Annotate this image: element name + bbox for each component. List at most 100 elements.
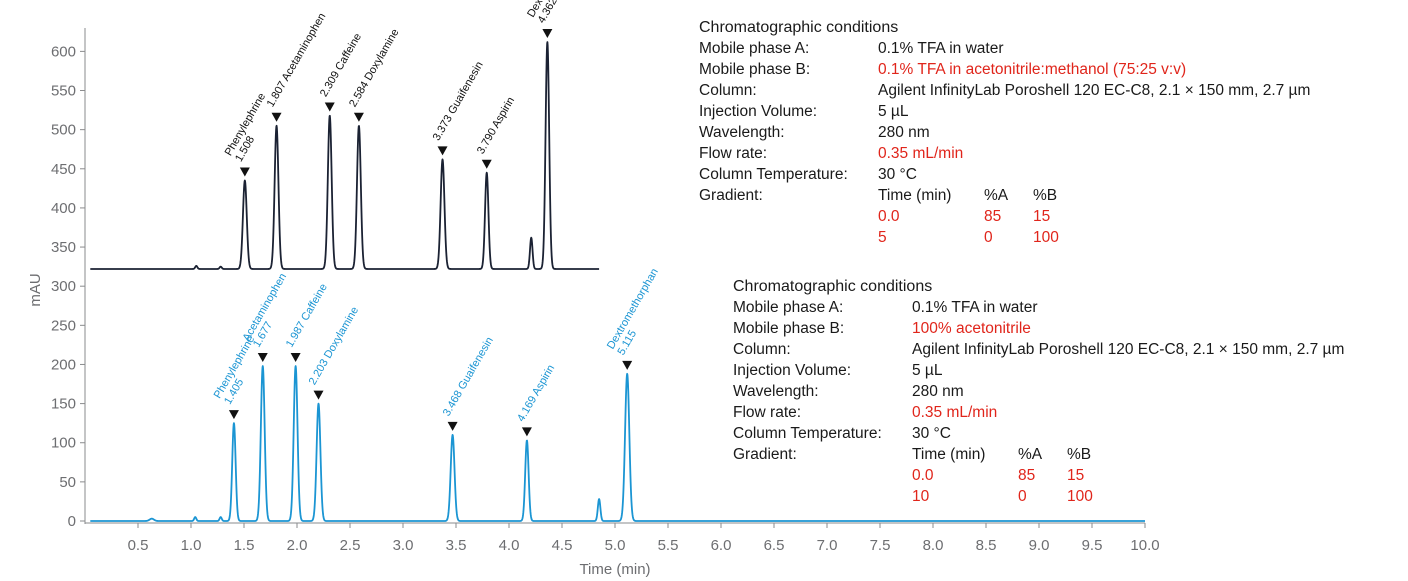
condition-value: 5 µL <box>912 362 943 379</box>
gradient-cell: 15 <box>1067 467 1085 484</box>
condition-row: Column Temperature: 30 °C <box>733 423 1403 444</box>
condition-value: 280 nm <box>878 124 930 141</box>
peak-marker <box>622 360 633 370</box>
peak-marker <box>257 353 268 363</box>
condition-label: Mobile phase A: <box>699 40 810 57</box>
condition-value: 100% acetonitrile <box>912 320 1031 337</box>
y-tick-label: 500 <box>51 122 76 139</box>
condition-row: Injection Volume: 5 µL <box>733 360 1403 381</box>
x-tick-label: 5.5 <box>658 537 679 554</box>
peak-marker <box>271 112 282 122</box>
condition-label: Wavelength: <box>699 124 785 141</box>
condition-value: 0.35 mL/min <box>912 404 998 421</box>
gradient-header-cell: %A <box>984 187 1009 204</box>
y-tick-label: 550 <box>51 83 76 100</box>
gradient-row: 10 0 100 <box>733 486 1403 507</box>
gradient-header-cell: Time (min) <box>878 187 952 204</box>
gradient-cell: 0.0 <box>912 467 934 484</box>
trace-line-1 <box>89 41 600 270</box>
gradient-cell: 100 <box>1067 488 1093 505</box>
condition-value: 0.35 mL/min <box>878 145 964 162</box>
y-tick-label: 100 <box>51 435 76 452</box>
peak-label: 1.987 Caffeine <box>284 282 330 350</box>
condition-value: 30 °C <box>912 425 951 442</box>
y-tick-label: 200 <box>51 356 76 373</box>
condition-row: Column: Agilent InfinityLab Poroshell 120… <box>733 339 1403 360</box>
condition-label: Column: <box>733 341 791 358</box>
gradient-label: Gradient: <box>733 446 797 463</box>
y-tick-label: 50 <box>59 474 76 491</box>
condition-label: Flow rate: <box>733 404 802 421</box>
condition-value: 5 µL <box>878 103 909 120</box>
peak-marker <box>324 102 335 112</box>
gradient-cell: 15 <box>1033 208 1051 225</box>
x-tick-label: 9.5 <box>1082 537 1103 554</box>
y-tick-label: 600 <box>51 43 76 60</box>
condition-value: 30 °C <box>878 166 917 183</box>
peak-label: 3.790 Aspirin <box>475 95 517 156</box>
x-tick-label: 8.5 <box>976 537 997 554</box>
peak-marker <box>290 353 301 363</box>
y-tick-label: 300 <box>51 278 76 295</box>
conditions-title: Chromatographic conditions <box>733 278 933 295</box>
condition-label: Mobile phase B: <box>733 320 845 337</box>
y-tick-label: 150 <box>51 396 76 413</box>
condition-label: Mobile phase A: <box>733 299 844 316</box>
condition-row: Flow rate: 0.35 mL/min <box>699 143 1389 164</box>
peak-marker <box>447 421 458 431</box>
conditions-panel-method-2: Chromatographic conditions Mobile phase A… <box>733 276 1403 507</box>
x-tick-label: 9.0 <box>1029 537 1050 554</box>
y-tick-label: 0 <box>68 513 76 530</box>
gradient-header-cell: %A <box>1018 446 1043 463</box>
peak-marker <box>239 167 250 177</box>
condition-label: Injection Volume: <box>733 362 852 379</box>
peak-marker <box>313 390 324 400</box>
peak-label: 3.373 Guaifenesin <box>431 60 486 143</box>
x-tick-label: 4.5 <box>552 537 573 554</box>
peak-label-group: 3.373 Guaifenesin <box>431 60 486 143</box>
gradient-header-cell: %B <box>1067 446 1092 463</box>
x-tick-label: 7.5 <box>870 537 891 554</box>
x-tick-label: 6.0 <box>711 537 732 554</box>
peak-label: 4.169 Aspirin <box>515 363 557 424</box>
y-axis-title: mAU <box>27 273 44 306</box>
x-tick-label: 2.5 <box>340 537 361 554</box>
condition-row: Wavelength: 280 nm <box>733 381 1403 402</box>
peak-marker <box>228 410 239 420</box>
gradient-row: 0.0 85 15 <box>733 465 1403 486</box>
condition-label: Column Temperature: <box>699 166 848 183</box>
gradient-cell: 0 <box>1018 488 1027 505</box>
gradient-header-cell: Time (min) <box>912 446 986 463</box>
condition-value: Agilent InfinityLab Poroshell 120 EC-C8,… <box>912 341 1345 358</box>
condition-label: Mobile phase B: <box>699 61 811 78</box>
gradient-cell: 0 <box>984 229 993 246</box>
x-tick-label: 0.5 <box>128 537 149 554</box>
peak-label-group: 2.203 Doxylamine <box>307 305 361 387</box>
x-axis-title: Time (min) <box>579 561 650 578</box>
condition-row: Mobile phase A: 0.1% TFA in water <box>699 38 1389 59</box>
gradient-cell: 85 <box>1018 467 1036 484</box>
gradient-header-cell: %B <box>1033 187 1058 204</box>
x-tick-label: 3.0 <box>393 537 414 554</box>
y-tick-label: 400 <box>51 200 76 217</box>
condition-value: 0.1% TFA in water <box>878 40 1004 57</box>
gradient-cell: 5 <box>878 229 887 246</box>
condition-label: Column: <box>699 82 757 99</box>
gradient-header-row: Gradient: Time (min) %A %B <box>733 444 1403 465</box>
trace-line-2 <box>89 365 1146 522</box>
condition-row: Mobile phase B: 0.1% TFA in acetonitrile:… <box>699 59 1389 80</box>
peak-marker <box>353 112 364 122</box>
condition-label: Column Temperature: <box>733 425 882 442</box>
condition-row: Mobile phase A: 0.1% TFA in water <box>733 297 1403 318</box>
peak-marker <box>481 159 492 169</box>
peak-label-group: 3.468 Guaifenesin <box>441 335 496 418</box>
condition-row: Column: Agilent InfinityLab Poroshell 120… <box>699 80 1389 101</box>
peak-marker <box>542 28 553 38</box>
peak-label: 2.203 Doxylamine <box>307 305 361 387</box>
x-tick-label: 1.5 <box>234 537 255 554</box>
gradient-cell: 0.0 <box>878 208 900 225</box>
peak-marker <box>521 427 532 437</box>
condition-value: Agilent InfinityLab Poroshell 120 EC-C8,… <box>878 82 1311 99</box>
